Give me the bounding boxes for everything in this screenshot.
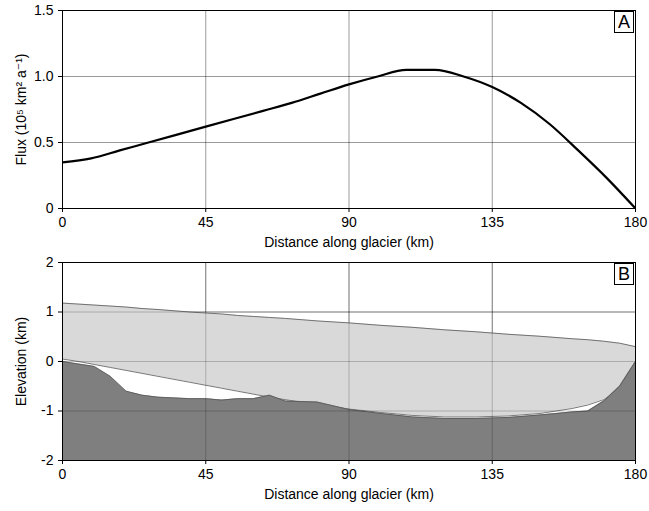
svg-text:1.0: 1.0 bbox=[34, 68, 54, 84]
svg-text:Elevation (km): Elevation (km) bbox=[13, 317, 29, 406]
svg-text:0: 0 bbox=[59, 214, 67, 230]
svg-text:135: 135 bbox=[481, 466, 505, 482]
svg-text:-2: -2 bbox=[41, 452, 54, 468]
svg-text:1.5: 1.5 bbox=[34, 2, 54, 18]
svg-text:90: 90 bbox=[341, 466, 357, 482]
svg-text:Distance along glacier (km): Distance along glacier (km) bbox=[264, 234, 434, 250]
svg-text:1: 1 bbox=[46, 303, 54, 319]
svg-text:0: 0 bbox=[46, 200, 54, 216]
svg-text:0.5: 0.5 bbox=[34, 134, 54, 150]
svg-text:180: 180 bbox=[624, 214, 648, 230]
svg-text:2: 2 bbox=[46, 254, 54, 270]
svg-text:90: 90 bbox=[341, 214, 357, 230]
svg-text:135: 135 bbox=[481, 214, 505, 230]
svg-text:Flux (10⁵ km² a⁻¹): Flux (10⁵ km² a⁻¹) bbox=[13, 54, 29, 166]
svg-text:Distance along glacier (km): Distance along glacier (km) bbox=[264, 486, 434, 502]
svg-text:-1: -1 bbox=[41, 402, 54, 418]
svg-text:180: 180 bbox=[624, 466, 648, 482]
svg-text:45: 45 bbox=[198, 466, 214, 482]
svg-text:0: 0 bbox=[46, 353, 54, 369]
html-text:B: B bbox=[618, 264, 630, 284]
svg-text:45: 45 bbox=[198, 214, 214, 230]
svg-text:0: 0 bbox=[59, 466, 67, 482]
html-text:A: A bbox=[618, 12, 630, 32]
